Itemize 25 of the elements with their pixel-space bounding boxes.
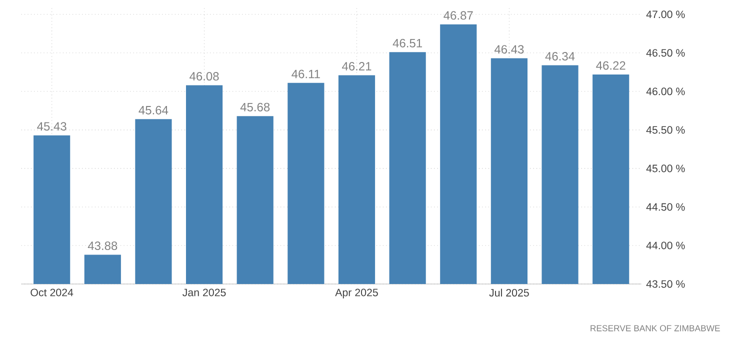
data-label: 46.51 (392, 38, 422, 48)
text: RESERVE BANK OF ZIMBABWE (590, 325, 720, 332)
data-label: 46.87 (444, 11, 473, 20)
data-label: 46.43 (494, 45, 524, 54)
x-tick-label: Apr 2025 (335, 288, 378, 298)
y-tick-label: 45.50 % (646, 126, 685, 134)
data-label: 45.68 (240, 102, 270, 112)
data-label: 46.34 (545, 52, 575, 61)
data-label: 46.21 (342, 62, 372, 71)
x-tick-label: Oct 2024 (30, 288, 74, 296)
x-tick-label: Jan 2025 (182, 288, 226, 296)
data-label: 45.43 (37, 122, 66, 131)
data-label: 46.08 (190, 72, 219, 81)
data-label: 43.88 (88, 242, 118, 250)
y-tick-label: 44.00 % (646, 242, 685, 250)
y-tick-label: 43.50 % (646, 280, 685, 288)
y-tick-label: 44.50 % (646, 203, 685, 211)
x-tick-label: Jul 2025 (489, 288, 529, 297)
data-label: 46.11 (292, 70, 320, 78)
y-tick-label: 45.00 % (646, 164, 685, 172)
y-tick-label: 46.50 % (646, 49, 685, 57)
data-label: 45.64 (138, 106, 168, 114)
data-label: 46.22 (596, 61, 626, 70)
y-tick-label: 47.00 % (646, 10, 685, 18)
y-tick-label: 46.00 % (646, 88, 685, 96)
